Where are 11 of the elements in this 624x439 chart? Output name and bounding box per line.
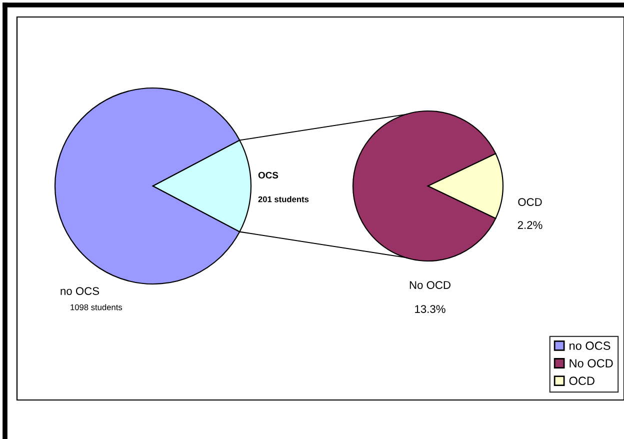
slice-label: OCS: [258, 172, 278, 179]
legend-label: OCD: [569, 376, 594, 386]
data-label: 201 students: [258, 196, 309, 202]
slice-label: no OCS: [60, 287, 100, 295]
data-label: 2.2%: [518, 221, 542, 229]
data-label: 13.3%: [415, 305, 446, 313]
slice-label: OCD: [518, 198, 542, 206]
legend-label: No OCD: [570, 359, 613, 368]
data-label: 1098 students: [70, 304, 122, 310]
legend-label: no OCS: [570, 342, 610, 350]
slice-label: No OCD: [410, 281, 450, 289]
